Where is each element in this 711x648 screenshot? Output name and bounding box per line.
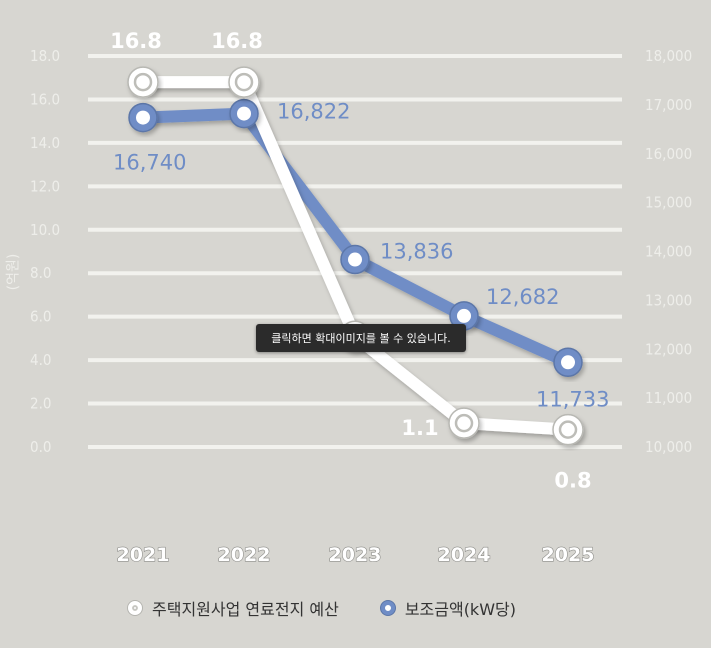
y-tick-left: 14.0: [30, 134, 60, 152]
y-tick-right: 11,000: [645, 389, 692, 407]
y-tick-left: 2.0: [30, 395, 51, 413]
y-tick-left: 16.0: [30, 90, 60, 108]
y-axis-label-left: (억원): [5, 253, 22, 291]
budget-data-label: 1.1: [401, 416, 438, 440]
legend: 주택지원사업 연료전지 예산 보조금액(kW당): [128, 596, 550, 620]
y-tick-right: 14,000: [645, 243, 692, 261]
y-tick-left: 8.0: [30, 264, 51, 282]
budget-data-label: 16.8: [211, 29, 263, 53]
legend-marker-subsidy-icon: [380, 601, 395, 615]
x-tick-label: 2024: [438, 544, 491, 566]
legend-item-budget[interactable]: 주택지원사업 연료전지 예산: [128, 596, 339, 620]
series-points: [127, 66, 584, 446]
x-tick-label: 2025: [542, 544, 595, 566]
x-tick-label: 2023: [329, 544, 382, 566]
legend-item-subsidy[interactable]: 보조금액(kW당): [380, 596, 516, 620]
y-tick-right: 17,000: [645, 96, 692, 114]
budget-data-label: 0.8: [554, 469, 591, 493]
budget-data-label: 16.8: [110, 29, 162, 53]
subsidy-point-inner: [237, 106, 251, 121]
y-tick-right: 15,000: [645, 194, 692, 212]
subsidy-point-inner: [561, 355, 575, 370]
subsidy-data-label: 16,822: [277, 100, 350, 124]
y-tick-left: 12.0: [30, 177, 60, 195]
subsidy-data-label: 11,733: [536, 387, 609, 411]
legend-label-budget: 주택지원사업 연료전지 예산: [152, 600, 339, 619]
subsidy-point-inner: [136, 110, 150, 125]
budget-point-inner: [558, 420, 578, 439]
budget-point-inner: [234, 72, 254, 92]
data-labels: 16.8 16.8 1.1 0.8 16,740 16,822 13,836 12,682 11…: [110, 29, 609, 493]
left-axis: 0.0 2.0 4.0 6.0 8.0 10.0 12.0 14.0 16.0 18.0: [30, 47, 60, 456]
y-tick-right: 16,000: [645, 145, 692, 163]
y-tick-left: 10.0: [30, 221, 60, 239]
y-tick-left: 4.0: [30, 351, 51, 369]
y-tick-left: 0.0: [30, 438, 51, 456]
y-tick-right: 18,000: [645, 47, 692, 65]
y-tick-left: 18.0: [30, 47, 60, 65]
subsidy-point-inner: [348, 252, 362, 267]
y-tick-right: 12,000: [645, 340, 692, 358]
subsidy-point-inner: [457, 308, 471, 323]
x-tick-label: 2021: [117, 544, 170, 566]
y-tick-right: 10,000: [645, 438, 692, 456]
subsidy-data-label: 16,740: [113, 151, 186, 175]
right-axis: 10,000 11,000 12,000 13,000 14,000 15,000 16,0…: [645, 47, 692, 456]
subsidy-data-label: 13,836: [380, 240, 453, 264]
legend-label-subsidy: 보조금액(kW당): [404, 600, 516, 619]
budget-point-inner: [454, 413, 474, 433]
x-tick-label: 2022: [218, 544, 271, 566]
x-axis-labels: 2021 2022 2023 2024 2025: [116, 543, 595, 566]
zoom-tooltip: 클릭하면 확대이미지를 볼 수 있습니다.: [256, 324, 466, 352]
y-tick-right: 13,000: [645, 291, 692, 309]
budget-point-inner: [133, 72, 153, 92]
subsidy-data-label: 12,682: [486, 285, 559, 309]
y-tick-left: 6.0: [30, 308, 51, 326]
legend-marker-budget-icon: [128, 601, 142, 615]
